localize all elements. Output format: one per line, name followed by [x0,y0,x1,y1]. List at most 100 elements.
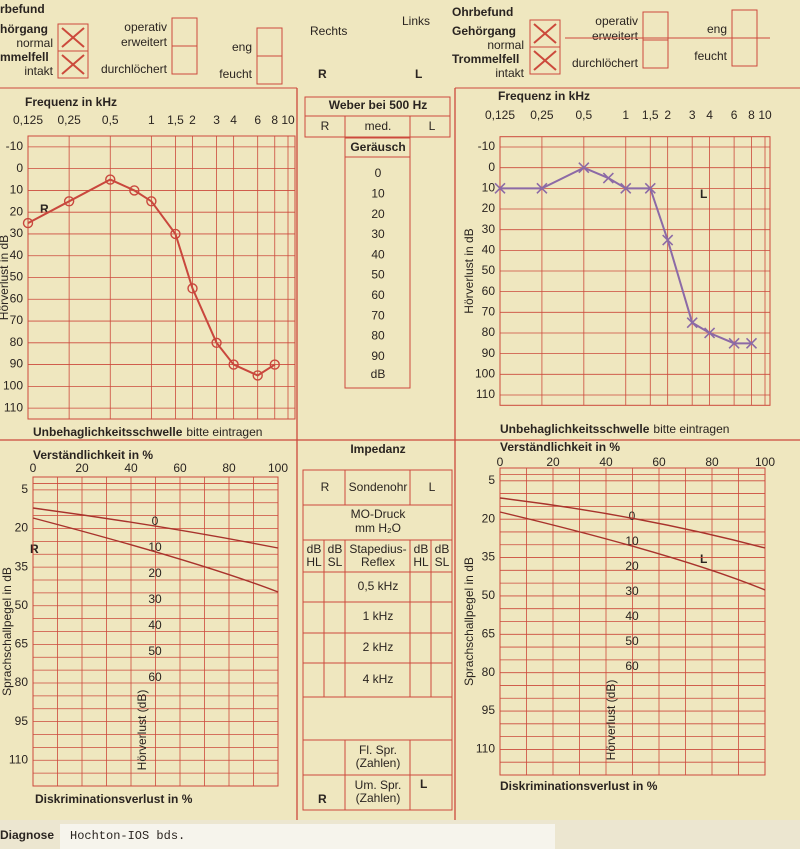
data-point [578,162,590,174]
impedance-head: Reflex [361,555,395,569]
watermark-letter: L [700,187,707,201]
field-label: erweitert [121,35,168,49]
field-label: eng [232,40,252,54]
data-point [129,185,140,196]
data-point [602,172,614,184]
y-tick-label: 100 [475,366,495,380]
data-point [620,182,632,194]
x-tick-label: 40 [599,455,613,469]
x-tick-label: 10 [758,108,772,122]
checkbox [256,55,283,85]
x-tick-label: 8 [271,113,278,127]
x-tick-label: 0,125 [13,113,43,127]
x-tick-label: 1,5 [642,108,659,122]
inner-scale-tick: 40 [148,618,162,632]
y-tick-label: 50 [15,598,29,612]
watermark-letter: R [30,542,39,556]
data-point [704,327,716,339]
noise-tick: 40 [371,247,385,261]
y-tick-label: 60 [10,291,24,305]
x-tick-label: 4 [706,108,713,122]
side-label: Links [402,14,430,28]
inner-scale-tick: 50 [148,644,162,658]
impedance-freq: 4 kHz [363,672,394,686]
impedance-cell: MO-Druck [351,507,407,521]
data-point [105,174,116,185]
y-axis-label: Sprachschallpegel in dB [0,567,14,696]
chart-title: Frequenz in kHz [25,95,117,109]
data-point [662,234,674,246]
noise-tick: 10 [371,186,385,200]
x-tick-label: 2 [664,108,671,122]
impedance-head: HL [413,555,429,569]
impedance-speech: (Zahlen) [356,756,401,770]
field-label: intakt [495,66,524,80]
y-tick-label: 20 [482,511,496,525]
impedance-speech: Um. Spr. [355,778,402,792]
data-point [63,196,75,207]
inner-scale-tick: 0 [629,509,636,523]
impedance-cell: mm H₂O [355,521,401,535]
y-tick-label: 95 [482,703,496,717]
reference-curve [499,511,766,591]
x-tick-label: 60 [173,461,187,475]
weber-cell: med. [365,119,392,133]
x-tick-label: 0,125 [485,108,515,122]
weber-title: Weber bei 500 Hz [329,98,427,112]
chart-title: Frequenz in kHz [498,89,590,103]
field-label: mmelfell [0,50,49,64]
y-axis-label: Hörverlust in dB [0,235,11,320]
x-tick-label: 6 [731,108,738,122]
field-label: erweitert [592,29,639,43]
x-axis-label: Diskriminationsverlust in % [500,779,658,793]
diagnosis-label: Diagnose [0,828,54,842]
inner-scale-tick: 20 [148,566,162,580]
y-tick-label: 40 [482,243,496,257]
x-tick-label: 80 [222,461,236,475]
y-tick-label: 80 [10,335,24,349]
x-tick-label: 20 [75,461,89,475]
impedance-head: dB [435,542,450,556]
chart-note: Unbehaglichkeitsschwelle [500,422,650,436]
y-tick-label: 20 [10,204,24,218]
x-tick-label: 20 [546,455,560,469]
impedance-cell: R [321,480,330,494]
side-label: Rechts [310,24,347,38]
data-point [170,228,181,240]
field-label: operativ [595,14,638,28]
data-point [187,283,198,294]
x-tick-label: 0,25 [530,108,554,122]
field-label: durchlöchert [101,62,168,76]
reference-curve [32,517,279,593]
section-title: rbefund [0,2,45,16]
x-tick-label: 4 [230,113,237,127]
impedance-freq: 2 kHz [363,640,394,654]
noise-tick: 90 [371,349,385,363]
field-label: feucht [219,67,252,81]
y-tick-label: 0 [488,160,495,174]
x-tick-label: 80 [705,455,719,469]
x-tick-label: 8 [748,108,755,122]
data-point [22,217,34,229]
noise-tick: 60 [371,288,385,302]
impedance-speech: Fl. Spr. [359,743,397,757]
watermark-letter: R [318,792,327,806]
check-mark [533,50,557,71]
y-tick-label: 110 [476,387,495,401]
impedance-freq: 1 kHz [363,609,394,623]
x-tick-label: 100 [755,455,775,469]
data-point [745,337,758,349]
impedance-head: dB [328,542,343,556]
field-label: intakt [24,64,53,78]
weber-box [304,96,451,138]
data-point [228,359,239,370]
y-tick-label: 10 [10,183,24,197]
x-tick-label: 1,5 [167,113,184,127]
reference-curve [32,507,279,549]
data-point [644,182,656,194]
noise-tick: 80 [371,329,385,343]
x-tick-label: 100 [268,461,288,475]
y-tick-label: 5 [488,473,495,487]
data-point [728,337,740,349]
data-point [269,359,280,370]
